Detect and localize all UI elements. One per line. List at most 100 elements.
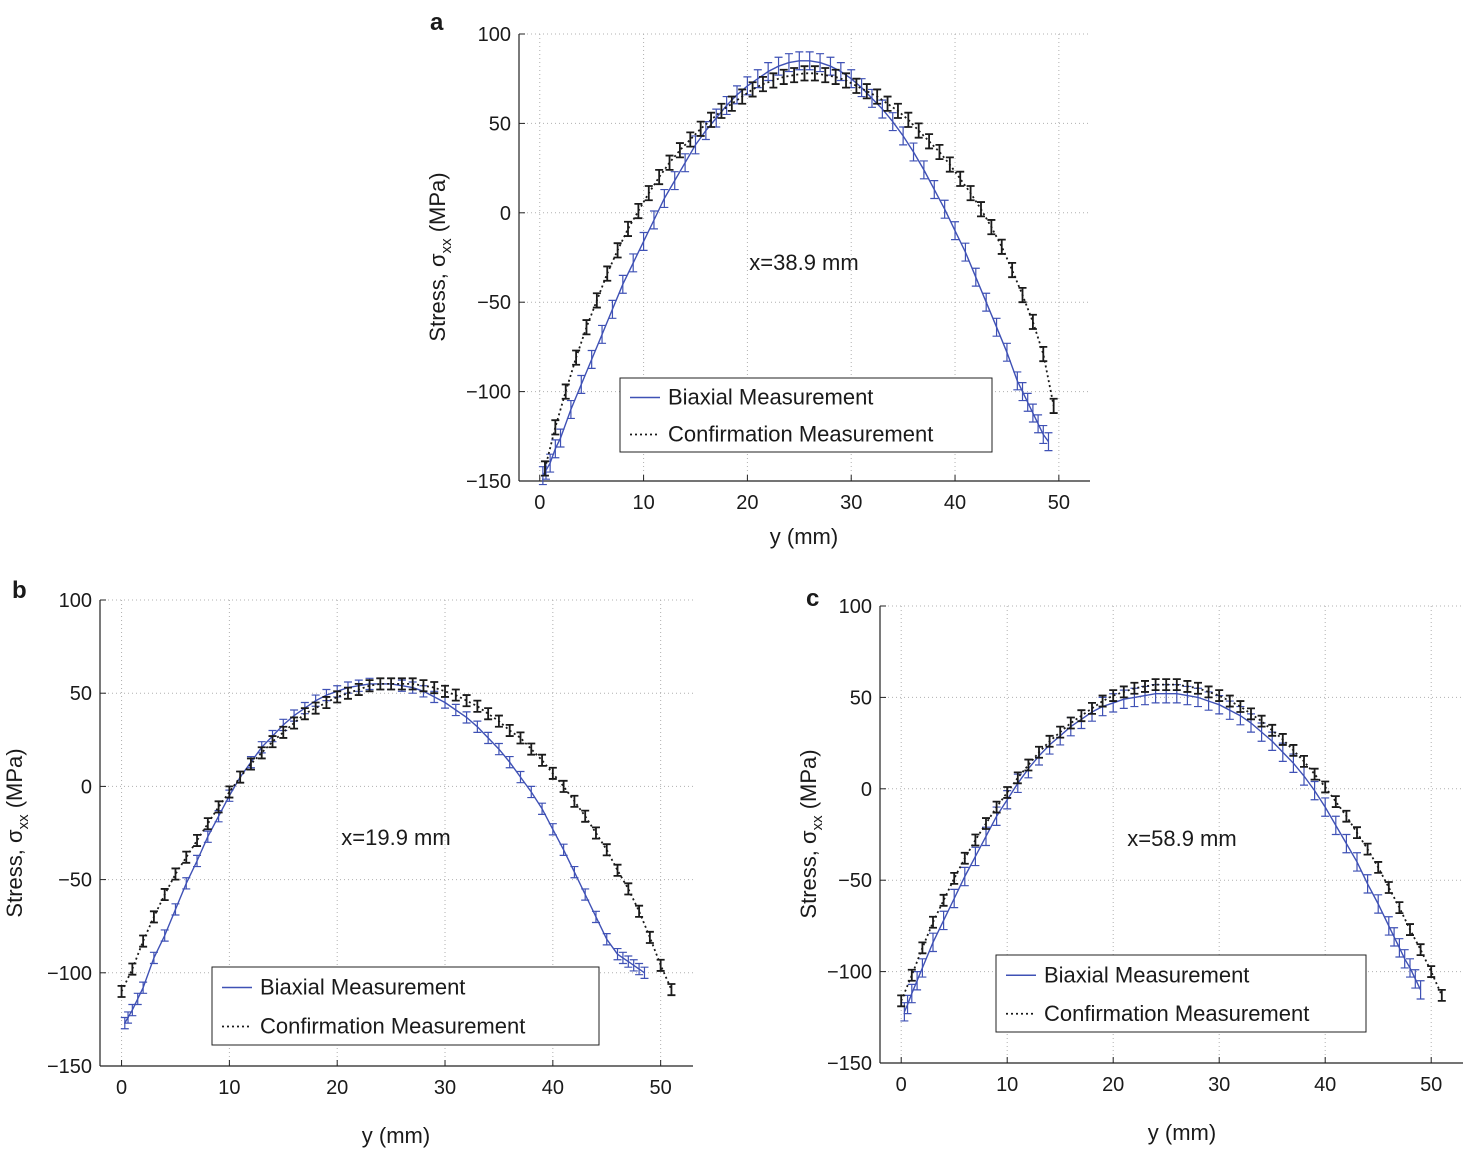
- confirmation-error-bar: [1183, 680, 1192, 693]
- confirmation-error-bar: [1003, 786, 1012, 799]
- biaxial-error-bar: [826, 56, 835, 76]
- biaxial-error-bar: [1300, 766, 1308, 786]
- biaxial-error-bar: [940, 199, 949, 219]
- confirmation-error-bar: [570, 794, 579, 808]
- biaxial-error-bar: [1034, 414, 1043, 434]
- confirmation-error-bar: [171, 867, 180, 881]
- confirmation-error-bar: [929, 915, 937, 929]
- confirmation-error-bar: [128, 962, 137, 976]
- confirmation-error-bar: [397, 677, 406, 691]
- confirmation-error-bar: [1353, 826, 1361, 840]
- biaxial-error-bar: [640, 966, 649, 979]
- confirmation-error-bar: [561, 383, 570, 400]
- confirmation-series-line: [120, 683, 673, 992]
- confirmation-error-bar: [644, 185, 653, 202]
- confirmation-error-bar: [527, 742, 536, 756]
- y-axis-label: Stress, σxx (MPa): [796, 749, 826, 918]
- biaxial-error-bar: [570, 865, 579, 879]
- confirmation-error-bar: [376, 677, 385, 691]
- y-tick-label: 0: [861, 779, 872, 801]
- confirmation-error-bar: [665, 154, 674, 171]
- confirmation-error-bar: [1225, 694, 1234, 708]
- y-tick-label: −100: [47, 963, 92, 985]
- biaxial-error-bar: [907, 983, 916, 1004]
- y-tick-label: 100: [59, 590, 92, 612]
- legend-box: [995, 954, 1367, 1033]
- panel-letter: b: [12, 577, 27, 604]
- biaxial-error-bar: [919, 160, 928, 180]
- confirmation-error-bar: [203, 817, 212, 831]
- biaxial-error-bar: [670, 171, 679, 191]
- chart-panel-a: 0 10 20 30 40 50 −150 −100 −50 0 50 100 y (mm) Stress…: [425, 9, 1090, 549]
- confirmation-error-bar: [582, 319, 591, 336]
- biaxial-error-bar: [1289, 753, 1298, 773]
- confirmation-error-bar: [1437, 988, 1446, 1002]
- confirmation-error-bar: [918, 941, 927, 955]
- confirmation-error-bar: [1289, 744, 1298, 757]
- confirmation-error-bar: [592, 292, 601, 309]
- biaxial-series-line: [124, 683, 645, 1024]
- confirmation-error-bar: [624, 882, 633, 896]
- biaxial-error-bar: [805, 51, 814, 71]
- confirmation-error-bar: [656, 958, 665, 972]
- biaxial-error-bar: [784, 53, 793, 73]
- biaxial-error-bar: [608, 299, 617, 319]
- panel-letter: c: [806, 585, 819, 612]
- biaxial-error-bar: [602, 933, 611, 946]
- biaxial-error-bar: [918, 958, 927, 978]
- confirmation-error-bar: [1416, 943, 1425, 957]
- legend: Biaxial Measurement Confirmation Measurem…: [995, 954, 1367, 1033]
- x-tick-label: 40: [542, 1077, 564, 1099]
- confirmation-error-bar: [717, 102, 726, 119]
- confirmation-error-bar: [505, 723, 514, 737]
- confirmation-error-bar: [473, 699, 482, 713]
- biaxial-error-bar: [635, 962, 644, 976]
- legend-entry: Confirmation Measurement: [668, 422, 933, 447]
- confirmation-error-bar: [1018, 286, 1027, 304]
- y-axis-label: Stress, σxx (MPa): [425, 172, 455, 341]
- confirmation-error-bar: [602, 843, 611, 857]
- confirmation-error-bar: [408, 677, 417, 691]
- biaxial-error-bar: [691, 135, 700, 155]
- x-axis-label: y (mm): [770, 524, 838, 549]
- confirmation-error-bar: [1194, 681, 1202, 695]
- confirmation-error-bar: [581, 809, 590, 823]
- confirmation-error-bar: [1056, 725, 1065, 739]
- confirmation-error-bar: [279, 725, 288, 739]
- confirmation-error-bar: [1321, 780, 1330, 794]
- biaxial-error-bar: [494, 742, 503, 756]
- confirmation-error-bar: [1236, 700, 1245, 713]
- confirmation-error-bar: [800, 65, 809, 82]
- confirmation-error-bar: [883, 95, 892, 112]
- confirmation-error-bar: [365, 679, 374, 693]
- confirmation-error-bar: [950, 871, 959, 885]
- y-axis-label-main: Stress, σ: [2, 829, 27, 918]
- confirmation-error-bar: [300, 707, 309, 721]
- x-tick-label: 30: [434, 1077, 456, 1099]
- confirmation-error-bar: [236, 770, 245, 784]
- biaxial-error-bar: [878, 99, 887, 119]
- confirmation-error-bar: [1384, 881, 1393, 894]
- confirmation-error-bar: [1008, 261, 1017, 279]
- confirmation-error-bar: [758, 76, 767, 93]
- confirmation-error-bar: [139, 934, 148, 948]
- biaxial-error-bar: [441, 696, 450, 709]
- y-axis-label: Stress, σxx (MPa): [2, 748, 32, 917]
- y-axis-label-main: Stress, σ: [796, 830, 821, 919]
- confirmation-error-bar: [354, 682, 363, 696]
- confirmation-error-bar: [387, 677, 396, 691]
- biaxial-error-bar: [743, 76, 752, 96]
- confirmation-error-bar: [1257, 714, 1266, 728]
- x-tick-label: 10: [632, 492, 654, 514]
- confirmation-error-bar: [1342, 809, 1351, 823]
- biaxial-error-bar: [548, 823, 557, 836]
- confirmation-error-bar: [1151, 678, 1160, 691]
- biaxial-error-bar: [1342, 833, 1351, 854]
- x-tick-label: 30: [840, 492, 862, 514]
- confirmation-error-bar: [516, 731, 525, 745]
- biaxial-error-bar: [1406, 958, 1414, 978]
- y-axis-label-main: Stress, σ: [425, 253, 450, 342]
- confirmation-error-bar: [727, 95, 736, 112]
- confirmation-error-bar: [790, 67, 799, 84]
- confirmation-error-bar: [748, 81, 757, 98]
